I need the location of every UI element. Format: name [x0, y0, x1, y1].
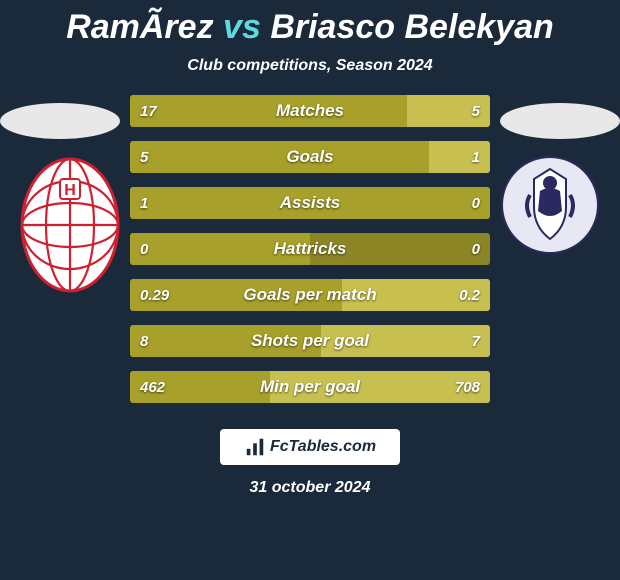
- club-crest-left: H: [20, 155, 120, 295]
- player1-name: RamÃ­rez: [66, 8, 213, 46]
- comparison-arena: H 175Matches 51Goals 10Assists 00Hattricks 0…: [0, 95, 620, 403]
- chart-icon: [244, 436, 266, 458]
- stat-label: Shots per goal: [130, 325, 490, 357]
- svg-text:H: H: [64, 182, 76, 199]
- stat-label: Goals per match: [130, 279, 490, 311]
- stat-label: Min per goal: [130, 371, 490, 403]
- stat-row: 87Shots per goal: [130, 325, 490, 357]
- vs-text: vs: [223, 8, 261, 46]
- stat-row: 462708Min per goal: [130, 371, 490, 403]
- page-title: RamÃ­rez vs Briasco Belekyan: [0, 0, 620, 47]
- footer-brand-text: FcTables.com: [270, 438, 376, 456]
- stat-label: Goals: [130, 141, 490, 173]
- stat-row: 0.290.2Goals per match: [130, 279, 490, 311]
- subtitle: Club competitions, Season 2024: [0, 57, 620, 75]
- stat-label: Hattricks: [130, 233, 490, 265]
- stat-bars: 175Matches 51Goals 10Assists 00Hattricks 0.2…: [130, 95, 490, 403]
- stat-row: 175Matches: [130, 95, 490, 127]
- stat-label: Matches: [130, 95, 490, 127]
- footer-date: 31 october 2024: [0, 479, 620, 497]
- shadow-ellipse-right: [500, 103, 620, 139]
- stat-row: 00Hattricks: [130, 233, 490, 265]
- stat-row: 10Assists: [130, 187, 490, 219]
- stat-row: 51Goals: [130, 141, 490, 173]
- fctables-logo: FcTables.com: [220, 429, 400, 465]
- player2-name: Briasco Belekyan: [270, 8, 554, 46]
- stat-label: Assists: [130, 187, 490, 219]
- club-crest-right: [500, 155, 600, 255]
- shadow-ellipse-left: [0, 103, 120, 139]
